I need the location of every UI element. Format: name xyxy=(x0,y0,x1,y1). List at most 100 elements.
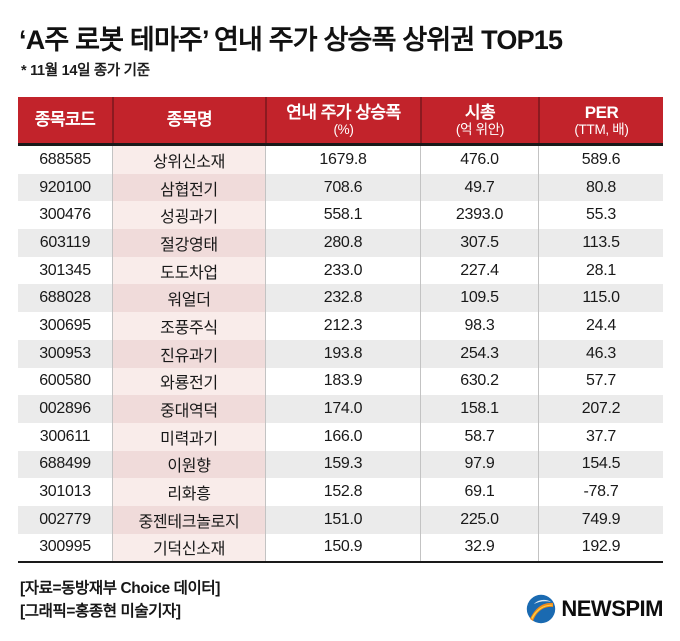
cell-per: 46.3 xyxy=(538,339,663,368)
cell-per: 80.8 xyxy=(538,173,663,202)
table-row: 002779 중젠테크놀로지 151.0 225.0 749.9 xyxy=(18,505,663,534)
cell-marketcap: 630.2 xyxy=(420,367,538,396)
cell-name: 이원향 xyxy=(112,450,265,479)
table-row: 920100 삼협전기 708.6 49.7 80.8 xyxy=(18,173,663,202)
cell-name: 워얼더 xyxy=(112,284,265,313)
cell-code: 688499 xyxy=(39,455,91,473)
table-row: 300953 진유과기 193.8 254.3 46.3 xyxy=(18,339,663,368)
table-row: 600580 와룡전기 183.9 630.2 57.7 xyxy=(18,367,663,396)
table-body: 688585 상위신소재 1679.8 476.0 589.6 920100 삼협전기 708… xyxy=(18,146,663,562)
cell-change: 708.6 xyxy=(265,173,420,202)
cell-change: 193.8 xyxy=(265,339,420,368)
cell-change: 151.0 xyxy=(265,505,420,534)
cell-marketcap: 69.1 xyxy=(420,478,538,506)
cell-name: 미력과기 xyxy=(112,422,265,451)
cell-name: 와룡전기 xyxy=(112,367,265,396)
table-row: 002896 중대역덕 174.0 158.1 207.2 xyxy=(18,395,663,423)
cell-per: 154.5 xyxy=(538,450,663,479)
cell-name: 중대역덕 xyxy=(112,395,265,423)
cell-code: 002896 xyxy=(39,400,91,418)
table-header-row: 종목코드 종목명 연내 주가 상승폭 (%) 시총 (억 위안) PER (TTM, 배) xyxy=(18,97,663,146)
cell-code: 301013 xyxy=(39,483,91,501)
cell-name: 리화흥 xyxy=(112,478,265,506)
cell-change: 1679.8 xyxy=(265,146,420,174)
table-row: 688499 이원향 159.3 97.9 154.5 xyxy=(18,450,663,479)
graphic-credit: [그래픽=홍종현 미술기자] xyxy=(20,603,181,620)
cell-per: 55.3 xyxy=(538,201,663,230)
newspim-logo-text: NEWSPIM xyxy=(561,596,663,621)
cell-code: 300611 xyxy=(39,427,91,445)
column-header-per: PER (TTM, 배) xyxy=(538,97,663,143)
table-row: 688585 상위신소재 1679.8 476.0 589.6 xyxy=(18,146,663,174)
cell-per: 207.2 xyxy=(538,395,663,423)
table-row: 603119 절강영태 280.8 307.5 113.5 xyxy=(18,229,663,257)
table-row: 688028 워얼더 232.8 109.5 115.0 xyxy=(18,284,663,313)
column-header-code: 종목코드 xyxy=(34,110,96,130)
page-title: ‘A주 로봇 테마주’ 연내 주가 상승폭 상위권 TOP15 xyxy=(19,25,563,55)
cell-per: -78.7 xyxy=(538,478,663,506)
cell-per: 24.4 xyxy=(538,312,663,340)
table-row: 301345 도도차업 233.0 227.4 28.1 xyxy=(18,256,663,285)
cell-code: 300995 xyxy=(39,538,91,556)
cell-per: 57.7 xyxy=(538,367,663,396)
cell-marketcap: 476.0 xyxy=(420,146,538,174)
cell-change: 183.9 xyxy=(265,367,420,396)
cell-name: 상위신소재 xyxy=(112,146,265,174)
newspim-logo: NEWSPIM xyxy=(526,594,663,624)
cell-name: 진유과기 xyxy=(112,339,265,368)
cell-name: 기덕신소재 xyxy=(112,533,265,562)
cell-marketcap: 307.5 xyxy=(420,229,538,257)
table-row: 300695 조풍주식 212.3 98.3 24.4 xyxy=(18,312,663,340)
column-header-marketcap: 시총 (억 위안) xyxy=(420,97,538,143)
cell-name: 도도차업 xyxy=(112,256,265,285)
cell-code: 600580 xyxy=(39,372,91,390)
cell-change: 159.3 xyxy=(265,450,420,479)
cell-marketcap: 254.3 xyxy=(420,339,538,368)
cell-marketcap: 225.0 xyxy=(420,505,538,534)
table-row: 300611 미력과기 166.0 58.7 37.7 xyxy=(18,422,663,451)
source-credit: [자료=동방재부 Choice 데이터] xyxy=(20,580,221,597)
cell-name: 성굉과기 xyxy=(112,201,265,230)
cell-change: 233.0 xyxy=(265,256,420,285)
cell-code: 688585 xyxy=(39,150,91,168)
cell-code: 300695 xyxy=(39,316,91,334)
cell-marketcap: 49.7 xyxy=(420,173,538,202)
cell-change: 280.8 xyxy=(265,229,420,257)
cell-change: 212.3 xyxy=(265,312,420,340)
cell-change: 150.9 xyxy=(265,533,420,562)
cell-name: 절강영태 xyxy=(112,229,265,257)
cell-marketcap: 58.7 xyxy=(420,422,538,451)
column-header-name: 종목명 xyxy=(112,97,265,143)
cell-per: 37.7 xyxy=(538,422,663,451)
cell-change: 152.8 xyxy=(265,478,420,506)
cell-code: 300476 xyxy=(39,206,91,224)
cell-change: 232.8 xyxy=(265,284,420,313)
table-row: 300476 성굉과기 558.1 2393.0 55.3 xyxy=(18,201,663,230)
cell-per: 115.0 xyxy=(538,284,663,313)
column-header-change: 연내 주가 상승폭 (%) xyxy=(265,97,420,143)
cell-code: 301345 xyxy=(39,261,91,279)
cell-name: 중젠테크놀로지 xyxy=(112,505,265,534)
newspim-icon xyxy=(527,594,556,624)
cell-marketcap: 158.1 xyxy=(420,395,538,423)
date-note: * 11월 14일 종가 기준 xyxy=(21,63,150,79)
table-row: 301013 리화흥 152.8 69.1 -78.7 xyxy=(18,478,663,506)
cell-code: 300953 xyxy=(39,344,91,362)
cell-change: 558.1 xyxy=(265,201,420,230)
cell-name: 삼협전기 xyxy=(112,173,265,202)
cell-marketcap: 227.4 xyxy=(420,256,538,285)
cell-marketcap: 97.9 xyxy=(420,450,538,479)
table-row: 300995 기덕신소재 150.9 32.9 192.9 xyxy=(18,533,663,562)
cell-change: 174.0 xyxy=(265,395,420,423)
cell-code: 603119 xyxy=(39,233,91,251)
cell-marketcap: 2393.0 xyxy=(420,201,538,230)
cell-code: 688028 xyxy=(39,289,91,307)
cell-per: 113.5 xyxy=(538,229,663,257)
cell-per: 192.9 xyxy=(538,533,663,562)
cell-code: 002779 xyxy=(39,510,91,528)
cell-marketcap: 109.5 xyxy=(420,284,538,313)
cell-change: 166.0 xyxy=(265,422,420,451)
cell-code: 920100 xyxy=(39,178,91,196)
cell-per: 28.1 xyxy=(538,256,663,285)
